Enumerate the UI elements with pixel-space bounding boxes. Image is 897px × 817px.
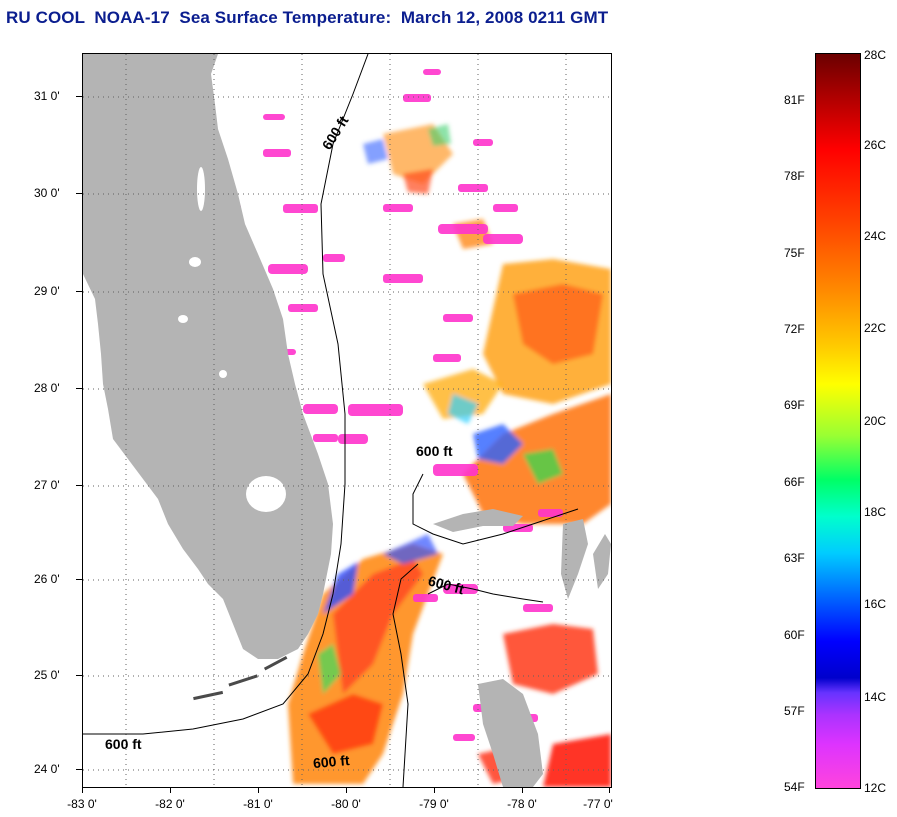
colorbar-fahrenheit-label: 54F	[784, 780, 805, 794]
lat-tick	[76, 579, 82, 580]
colorbar-celsius-label: 28C	[864, 48, 887, 62]
colorbar-fahrenheit-label: 75F	[784, 246, 805, 260]
colorbar-celsius-label: 12C	[864, 781, 887, 795]
isobath-label-bahamas: 600 ft	[416, 443, 453, 459]
abaco-island	[561, 519, 588, 599]
lake-okeechobee	[246, 476, 286, 512]
lon-tick-label: -79 0'	[419, 797, 449, 811]
colorbar-fahrenheit-label: 69F	[784, 398, 805, 412]
grand-bahama-island	[433, 509, 523, 532]
colorbar-fahrenheit-label: 81F	[784, 93, 805, 107]
colorbar-celsius-label: 16C	[864, 597, 887, 611]
lon-tick	[346, 787, 347, 793]
lat-tick-label: 29 0'	[34, 284, 60, 298]
lat-tick-label: 24 0'	[34, 762, 60, 776]
interior-lakes	[178, 167, 227, 378]
lat-tick-label: 28 0'	[34, 381, 60, 395]
lon-tick	[170, 787, 171, 793]
colorbar-fahrenheit-label: 60F	[784, 628, 805, 642]
colorbar-fahrenheit-label: 78F	[784, 169, 805, 183]
lon-tick-label: -83 0'	[67, 797, 97, 811]
graticule	[83, 54, 611, 787]
lon-tick	[522, 787, 523, 793]
temperature-colorbar	[815, 53, 861, 789]
page-title: RU COOL NOAA-17 Sea Surface Temperature:…	[6, 8, 609, 27]
lon-tick-label: -78 0'	[507, 797, 537, 811]
lon-tick-label: -81 0'	[243, 797, 273, 811]
isobath-label-north: 600 ft	[319, 113, 352, 153]
lon-tick	[434, 787, 435, 793]
lat-tick	[76, 675, 82, 676]
andros-island	[478, 679, 543, 787]
colorbar-celsius-label: 18C	[864, 505, 887, 519]
colorbar-fahrenheit-label: 66F	[784, 475, 805, 489]
colorbar-celsius-label: 24C	[864, 229, 887, 243]
lat-tick	[76, 193, 82, 194]
sst-map: 600 ft 600 ft 600 ft 600 ft 600 ft	[82, 53, 612, 788]
colorbar-celsius-label: 20C	[864, 414, 887, 428]
lat-tick	[76, 388, 82, 389]
lat-tick	[76, 96, 82, 97]
colorbar-celsius-label: 22C	[864, 321, 887, 335]
colorbar-celsius-label: 26C	[864, 138, 887, 152]
lon-tick	[82, 787, 83, 793]
colorbar-fahrenheit-label: 63F	[784, 551, 805, 565]
lat-tick-label: 30 0'	[34, 186, 60, 200]
lon-tick	[609, 787, 610, 793]
colorbar-fahrenheit-label: 72F	[784, 322, 805, 336]
lon-tick	[258, 787, 259, 793]
colorbar-fahrenheit-label: 57F	[784, 704, 805, 718]
lat-tick-label: 31 0'	[34, 89, 60, 103]
lat-tick-label: 25 0'	[34, 668, 60, 682]
lat-tick-label: 27 0'	[34, 478, 60, 492]
lon-tick-label: -80 0'	[331, 797, 361, 811]
lon-tick-label: -77 0'	[583, 797, 613, 811]
florida-landmass	[83, 54, 333, 659]
isobath-600ft	[83, 54, 579, 787]
lon-tick-label: -82 0'	[155, 797, 185, 811]
lat-tick	[76, 485, 82, 486]
colorbar-celsius-label: 14C	[864, 690, 887, 704]
eleuthera-island	[593, 534, 611, 589]
lat-tick-label: 26 0'	[34, 572, 60, 586]
lat-tick	[76, 291, 82, 292]
isobath-label-south: 600 ft	[312, 752, 350, 771]
lat-tick	[76, 769, 82, 770]
isobath-label-west: 600 ft	[105, 736, 142, 752]
florida-keys	[193, 656, 288, 701]
